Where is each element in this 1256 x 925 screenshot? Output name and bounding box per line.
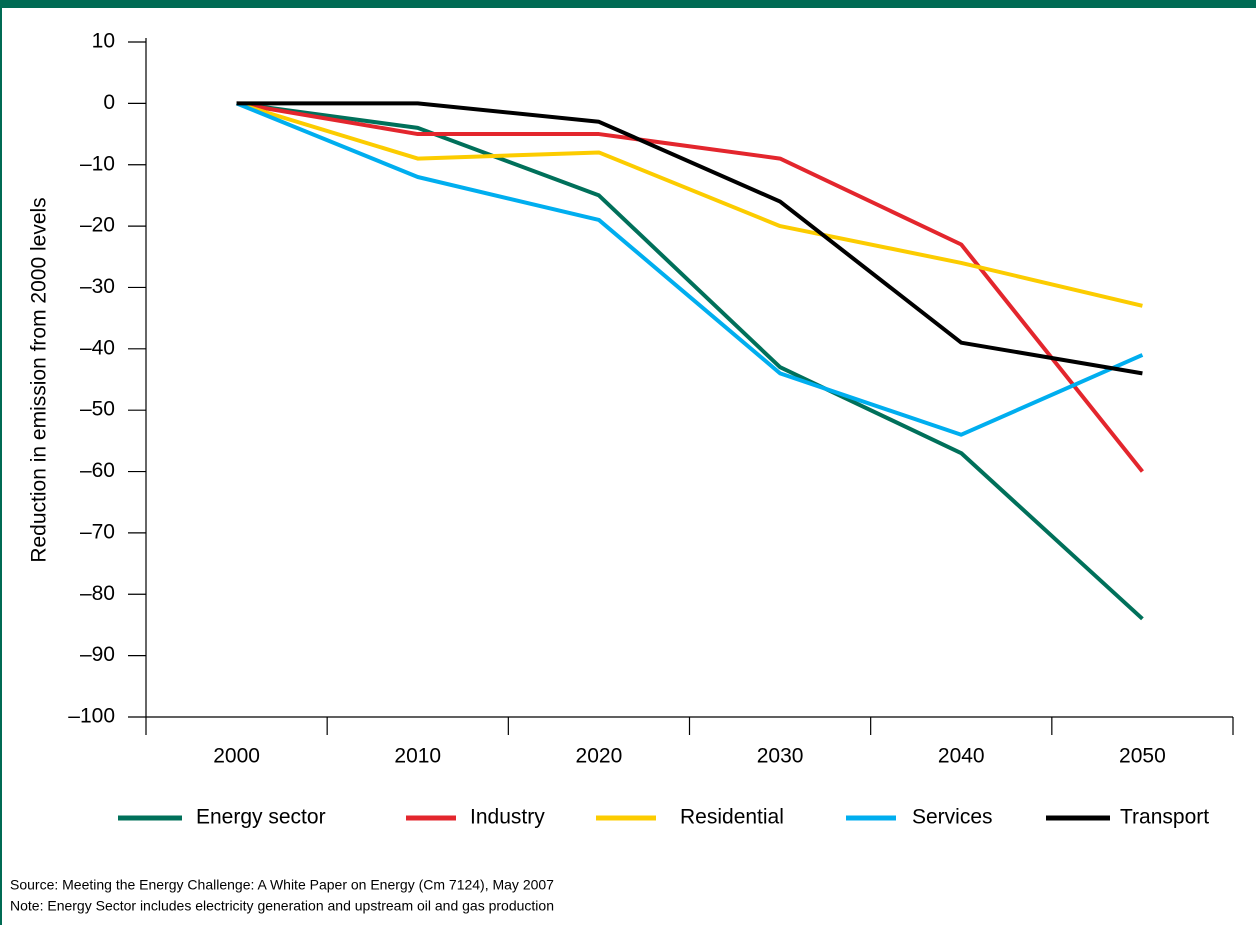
source-note: Source: Meeting the Energy Challenge: A … [10, 877, 554, 893]
legend-label: Services [912, 806, 993, 829]
legend-label: Residential [680, 806, 784, 829]
y-tick-label: –70 [80, 520, 115, 543]
left-border [0, 0, 2, 925]
top-bar [0, 0, 1256, 8]
y-axis-label: Reduction in emission from 2000 levels [28, 197, 51, 562]
x-tick-label: 2040 [938, 745, 985, 768]
y-tick-label: 10 [92, 30, 115, 53]
legend-label: Transport [1120, 806, 1209, 829]
y-tick-label: –60 [80, 459, 115, 482]
y-tick-label: –20 [80, 214, 115, 237]
x-tick-label: 2030 [757, 745, 804, 768]
legend-label: Energy sector [196, 806, 326, 829]
x-tick-label: 2020 [576, 745, 623, 768]
series-line [235, 101, 1144, 437]
series-line [235, 101, 1143, 308]
y-tick-label: 0 [103, 91, 115, 114]
series-line [236, 101, 1143, 376]
y-tick-label: –80 [80, 582, 115, 605]
x-tick-label: 2010 [394, 745, 441, 768]
y-tick-label: –30 [80, 275, 115, 298]
y-tick-label: –90 [80, 643, 115, 666]
series-line [236, 101, 1144, 473]
y-tick-label: –40 [80, 336, 115, 359]
note: Note: Energy Sector includes electricity… [10, 898, 554, 914]
y-tick-label: –100 [68, 705, 115, 728]
x-tick-label: 2050 [1119, 745, 1166, 768]
legend-label: Industry [470, 806, 545, 829]
series-line [236, 101, 1144, 621]
y-tick-label: –10 [80, 152, 115, 175]
y-tick-label: –50 [80, 398, 115, 421]
x-tick-label: 2000 [213, 745, 260, 768]
